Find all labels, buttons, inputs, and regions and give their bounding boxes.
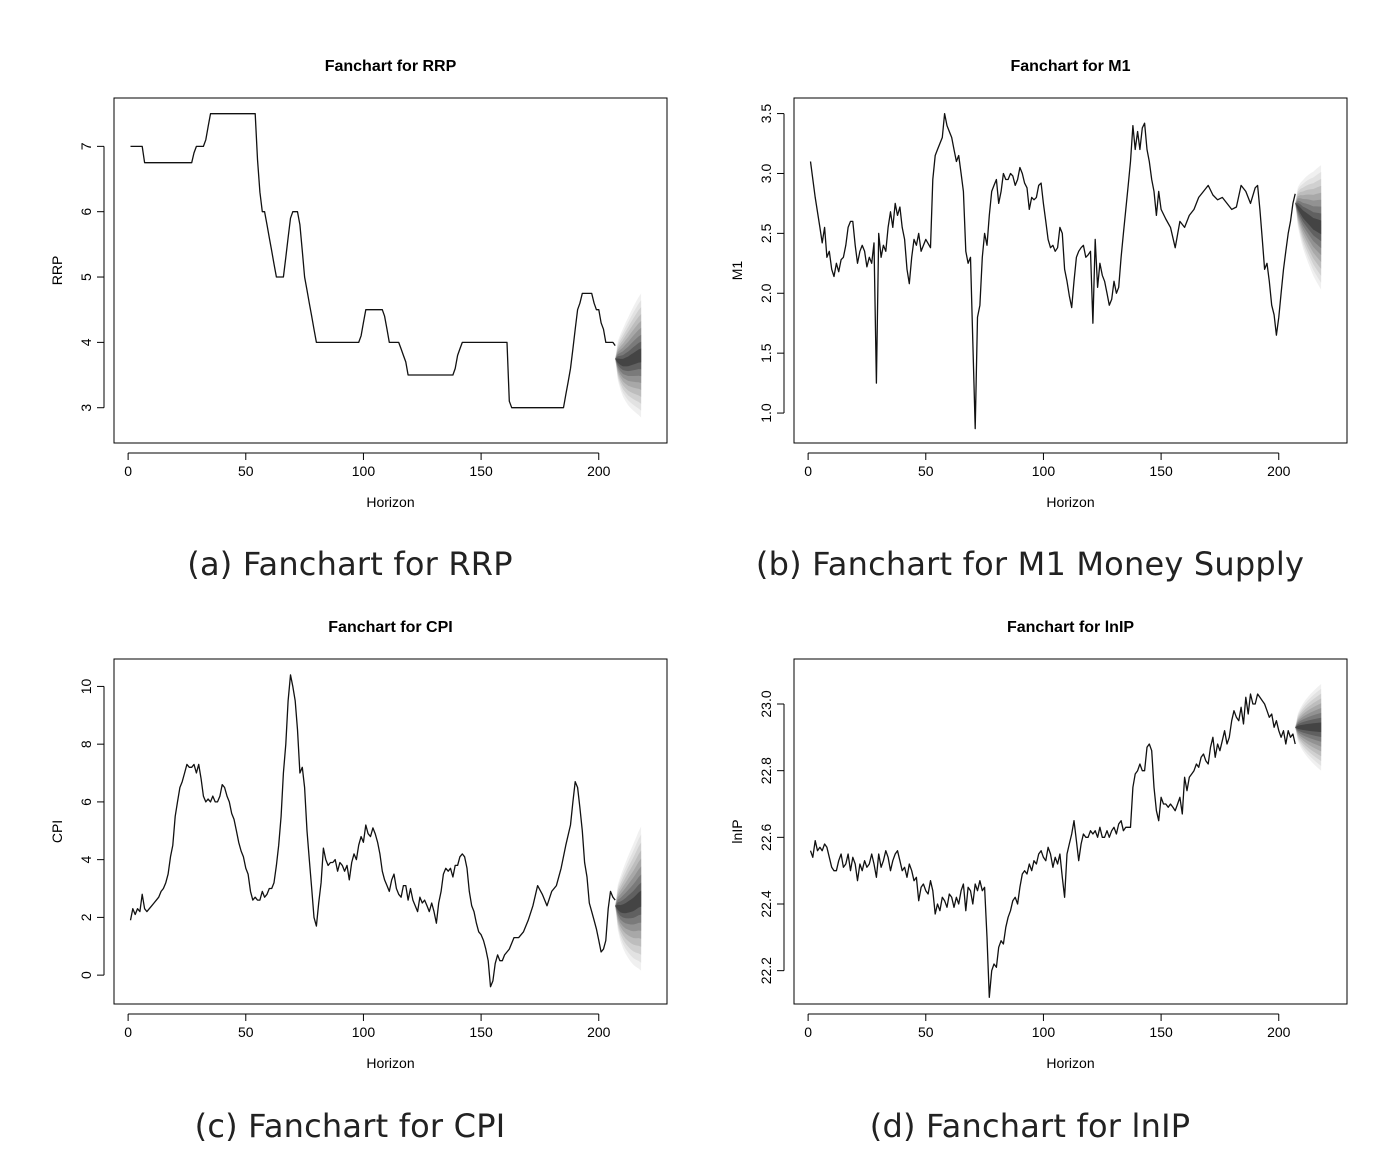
y-tick-label: 22.6 — [758, 823, 774, 850]
y-axis-label: RRP — [49, 256, 65, 286]
x-tick-label: 150 — [469, 463, 493, 479]
x-tick-label: 0 — [124, 463, 132, 479]
y-axis-label: lnIP — [729, 819, 745, 843]
x-tick-label: 50 — [238, 463, 254, 479]
y-axis-label: CPI — [49, 820, 65, 843]
x-tick-label: 50 — [918, 1024, 934, 1040]
y-tick-label: 22.4 — [758, 890, 774, 917]
series-line — [129, 674, 616, 988]
series-line — [130, 113, 616, 409]
fan-band — [615, 348, 642, 367]
y-tick-label: 6 — [78, 208, 94, 216]
panel-lnip: Fanchart for lnIP 0 50 100 150 200 Horizon 22.2… — [680, 561, 1380, 1145]
chart-m1: Fanchart for M1 0 50 100 150 200 Horizon 1.0 1.5… — [729, 58, 1348, 510]
y-tick-label: 2.5 — [758, 223, 774, 243]
plot-frame — [793, 658, 1348, 1005]
series-line — [809, 112, 1296, 430]
x-axis-label: Horizon — [1046, 1055, 1094, 1071]
x-tick-label: 200 — [587, 1024, 611, 1040]
plot-frame — [113, 658, 668, 1005]
x-tick-label: 200 — [1267, 1024, 1291, 1040]
y-tick-label: 10 — [78, 678, 94, 694]
y-tick-label: 1.0 — [758, 403, 774, 423]
x-axis-label: Horizon — [366, 494, 414, 510]
x-tick-label: 0 — [124, 1024, 132, 1040]
x-tick-label: 200 — [1267, 463, 1291, 479]
x-axis-label: Horizon — [366, 1055, 414, 1071]
chart-rrp: Fanchart for RRP 0 50 100 150 200 Horizon 3 4 5 6 7… — [49, 58, 668, 510]
chart-cpi: Fanchart for CPI 0 50 100 150 200 Horizon 0 2 4 6 8… — [49, 619, 668, 1071]
caption-rrp: (a) Fanchart for RRP — [187, 545, 513, 583]
y-tick-label: 6 — [78, 798, 94, 806]
panel-m1: Fanchart for M1 0 50 100 150 200 Horizon 1.0 1.5… — [680, 0, 1380, 583]
y-tick-label: 1.5 — [758, 343, 774, 363]
x-tick-label: 200 — [587, 463, 611, 479]
y-tick-label: 0 — [78, 971, 94, 979]
x-tick-label: 100 — [1032, 1024, 1056, 1040]
y-tick-label: 4 — [78, 856, 94, 864]
y-tick-label: 23.0 — [758, 690, 774, 717]
chart-title: Fanchart for CPI — [328, 619, 452, 636]
y-tick-label: 22.2 — [758, 957, 774, 984]
y-tick-label: 3.0 — [758, 164, 774, 184]
plot-frame — [793, 97, 1348, 444]
caption-cpi: (c) Fanchart for CPI — [194, 1107, 506, 1145]
fan-band — [1295, 722, 1322, 733]
y-tick-label: 3 — [78, 404, 94, 412]
chart-title: Fanchart for lnIP — [1007, 619, 1134, 636]
caption-lnip: (d) Fanchart for lnIP — [869, 1107, 1191, 1145]
plot-frame — [113, 97, 668, 444]
x-tick-label: 0 — [804, 1024, 812, 1040]
y-tick-label: 7 — [78, 142, 94, 150]
y-tick-label: 22.8 — [758, 757, 774, 784]
y-axis-label: M1 — [729, 261, 745, 281]
chart-lnip: Fanchart for lnIP 0 50 100 150 200 Horizon 22.2… — [729, 619, 1348, 1071]
x-tick-label: 50 — [238, 1024, 254, 1040]
x-tick-label: 150 — [469, 1024, 493, 1040]
y-tick-label: 2 — [78, 913, 94, 921]
x-axis-label: Horizon — [1046, 494, 1094, 510]
x-tick-label: 0 — [804, 463, 812, 479]
x-tick-label: 50 — [918, 463, 934, 479]
y-tick-label: 3.5 — [758, 104, 774, 124]
x-tick-label: 100 — [352, 1024, 376, 1040]
x-tick-label: 150 — [1149, 463, 1173, 479]
chart-title: Fanchart for M1 — [1010, 58, 1130, 75]
x-tick-label: 100 — [352, 463, 376, 479]
y-tick-label: 5 — [78, 273, 94, 281]
x-tick-label: 100 — [1032, 463, 1056, 479]
fan-band — [1295, 203, 1322, 235]
fan-band — [615, 890, 642, 914]
panel-cpi: Fanchart for CPI 0 50 100 150 200 Horizon 0 2 4 6 8… — [0, 561, 700, 1145]
y-tick-label: 4 — [78, 338, 94, 346]
chart-title: Fanchart for RRP — [325, 58, 457, 75]
y-tick-label: 8 — [78, 740, 94, 748]
x-tick-label: 150 — [1149, 1024, 1173, 1040]
caption-m1: (b) Fanchart for M1 Money Supply — [755, 545, 1305, 583]
panel-rrp: Fanchart for RRP 0 50 100 150 200 Horizon 3 4 5 6 7… — [0, 0, 700, 583]
series-line — [809, 693, 1296, 998]
y-tick-label: 2.0 — [758, 283, 774, 303]
